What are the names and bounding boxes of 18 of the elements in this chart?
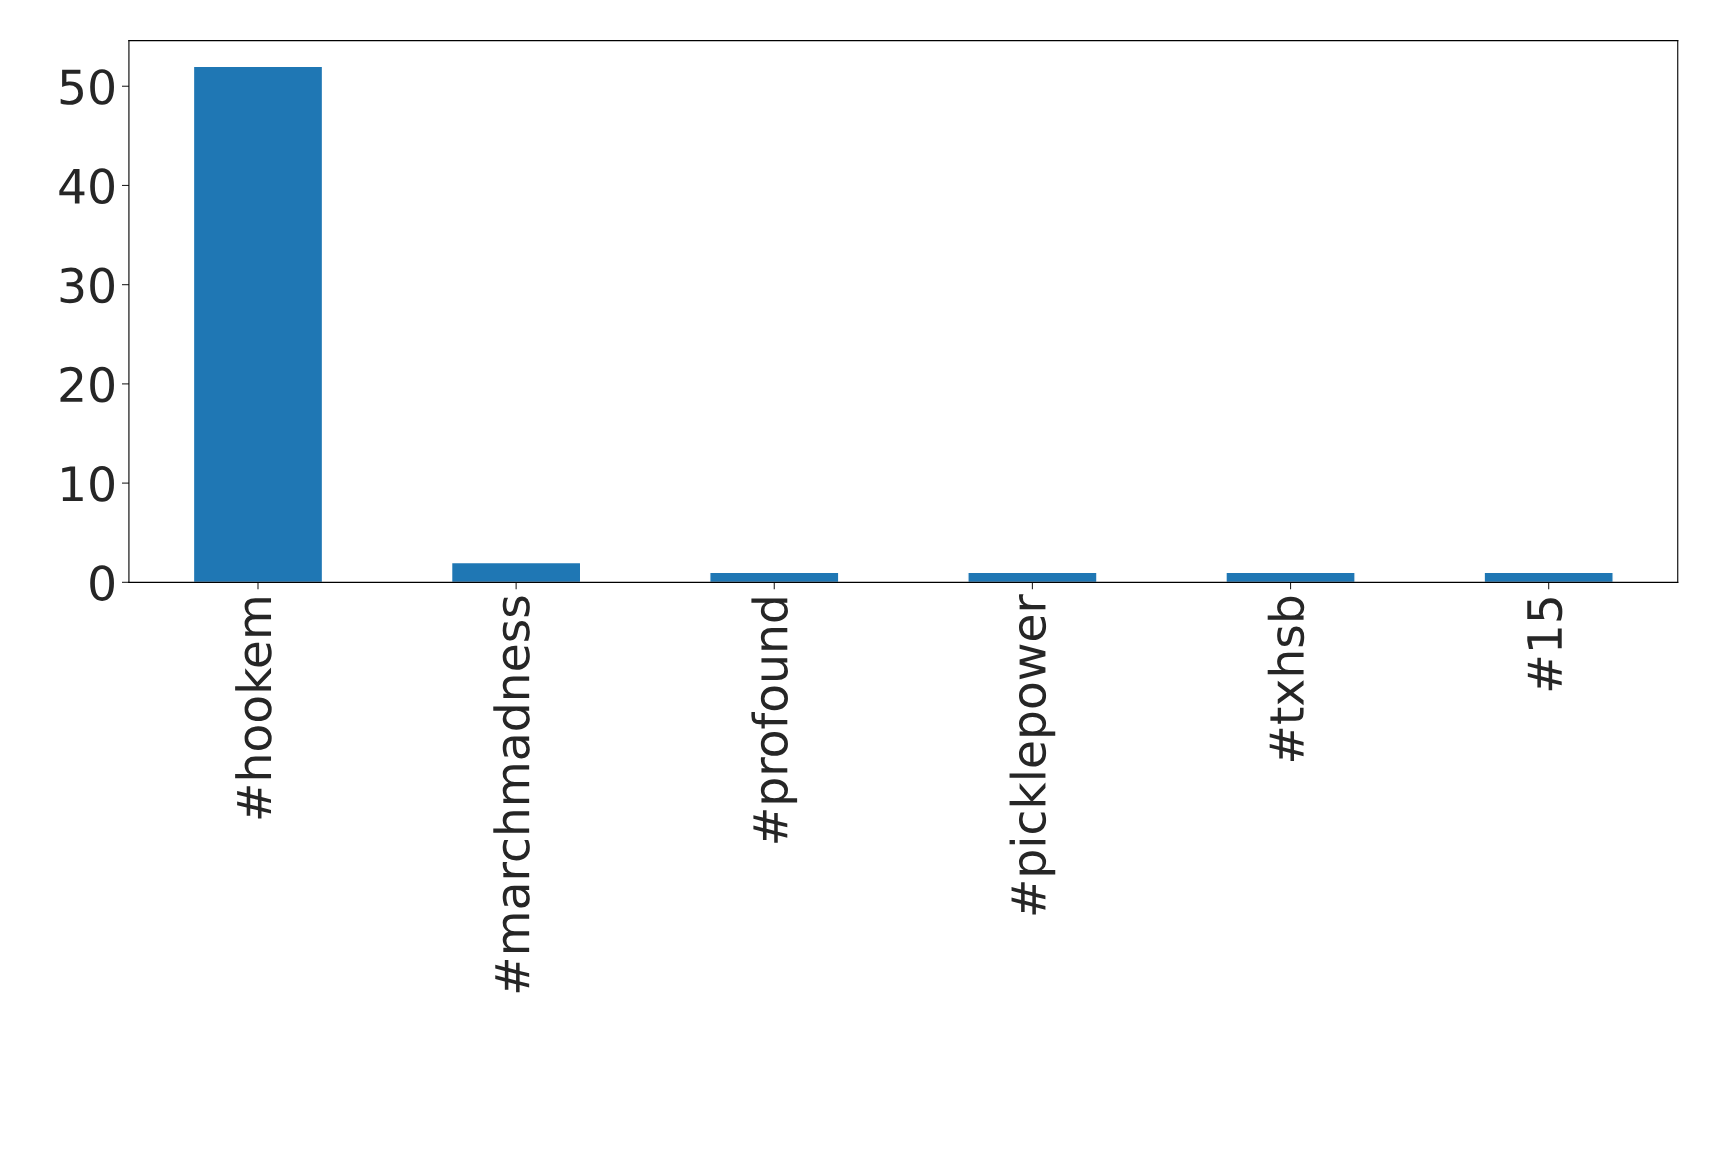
y-tick-label: 10 <box>62 466 114 502</box>
x-tick-label: #picklepower <box>1009 594 1056 915</box>
bar <box>1225 571 1356 583</box>
y-tick-label: 20 <box>60 366 114 403</box>
bar <box>709 571 840 583</box>
bar <box>192 65 324 583</box>
x-tick-label: #marchmadness <box>493 596 530 993</box>
y-tick-label: 0 <box>90 565 114 601</box>
y-tick-label: 40 <box>59 168 114 205</box>
bar <box>1483 571 1614 583</box>
bar <box>967 571 1098 583</box>
x-tick-label: #15 <box>1527 598 1563 691</box>
x-tick-label: #hookem <box>235 598 272 819</box>
y-tick-label: 50 <box>60 69 114 105</box>
bar <box>450 561 582 583</box>
y-tick-label: 30 <box>60 267 114 304</box>
x-tick-label: #profound <box>751 598 798 843</box>
x-tick-label: #txhsb <box>1267 596 1305 762</box>
